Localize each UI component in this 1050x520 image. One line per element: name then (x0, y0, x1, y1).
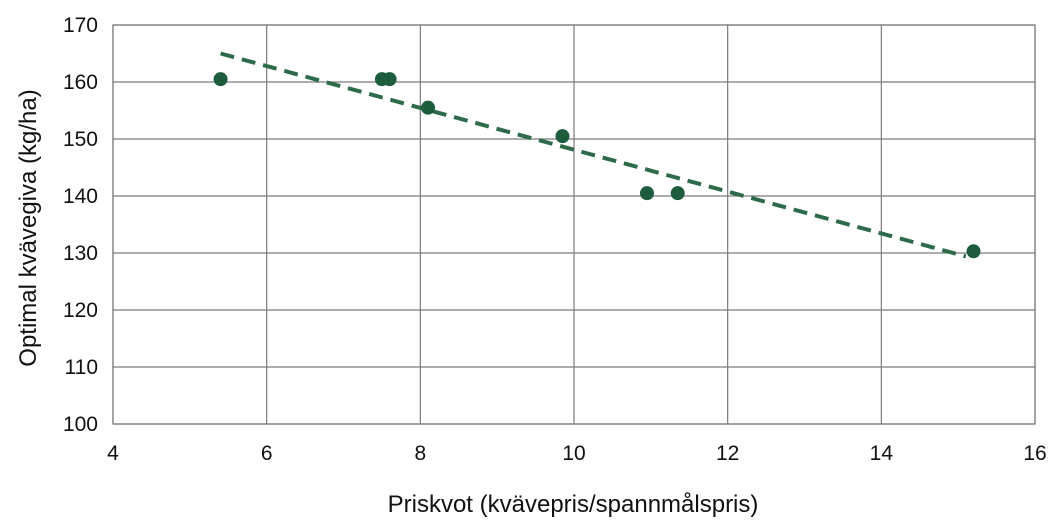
x-tick-label: 10 (562, 442, 585, 465)
y-tick-label: 110 (65, 356, 98, 379)
y-axis-title: Optimal kvävegiva (kg/ha) (15, 89, 42, 366)
x-tick-label: 8 (414, 442, 426, 465)
data-point (966, 244, 981, 259)
data-point (421, 100, 436, 115)
y-tick-label: 170 (63, 14, 98, 37)
y-tick-label: 160 (63, 71, 98, 94)
x-tick-label: 16 (1023, 442, 1046, 465)
data-point (639, 186, 654, 201)
y-tick-label: 100 (63, 413, 98, 436)
x-tick-label: 12 (716, 442, 739, 465)
trendline (220, 51, 967, 259)
data-points (213, 72, 981, 259)
y-tick-label: 120 (63, 299, 98, 322)
x-tick-label: 4 (107, 442, 119, 465)
y-tick-label: 150 (63, 128, 98, 151)
trendline-layer (220, 51, 967, 259)
data-point (382, 72, 397, 87)
grid (112, 24, 1036, 425)
x-tick-label: 14 (870, 442, 894, 465)
data-point (213, 72, 228, 87)
data-point (555, 129, 570, 144)
plot-area-frame (112, 24, 1036, 425)
y-tick-label: 140 (63, 185, 98, 208)
x-tick-label: 6 (261, 442, 273, 465)
data-point (670, 186, 685, 201)
x-axis-title: Priskvot (kvävepris/spannmålspris) (388, 491, 759, 518)
y-tick-label: 130 (63, 242, 98, 265)
tick-labels: 100 110 120 130 140 150 160 170 4 6 8 10 12 14 16 (63, 14, 1047, 465)
